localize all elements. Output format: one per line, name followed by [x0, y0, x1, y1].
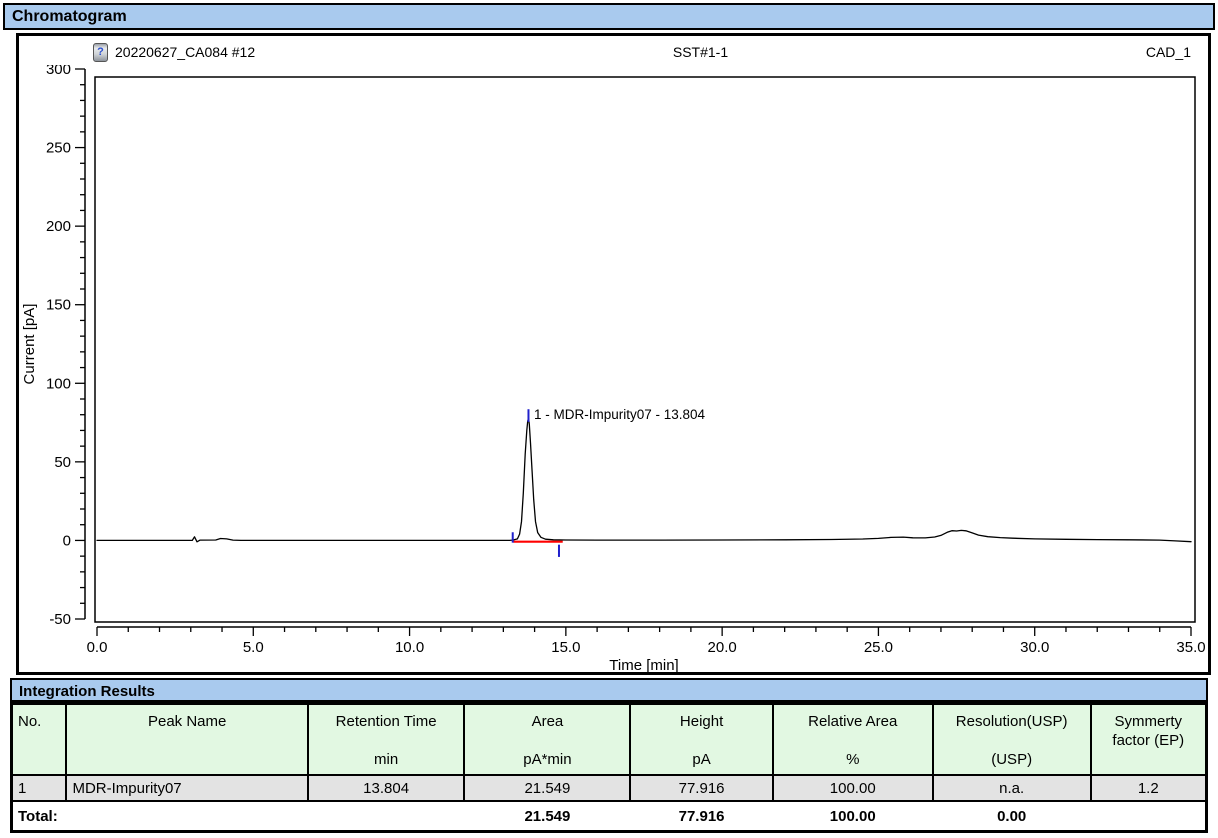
injection-run-name: 20220627_CA084 #12 — [115, 44, 256, 60]
y-tick-label: 150 — [46, 297, 71, 314]
y-tick-label: 100 — [46, 375, 71, 392]
cell-relative-area: 100.00 — [771, 774, 934, 802]
x-tick-label: 20.0 — [708, 639, 737, 656]
peak-annotation-label: 1 - MDR-Impurity07 - 13.804 — [534, 407, 706, 422]
total-resolution-usp: 0.00 — [932, 800, 1091, 832]
y-axis-title: Current [pA] — [21, 304, 38, 385]
y-tick-label: 50 — [54, 454, 71, 471]
col-header-resolution-usp: Resolution(USP) (USP) — [931, 702, 1092, 776]
col-header-relative-area: Relative Area % — [771, 702, 934, 776]
y-tick-label: 300 — [46, 65, 71, 78]
cell-retention-time: 13.804 — [306, 774, 466, 802]
x-tick-label: 0.0 — [87, 639, 108, 656]
x-tick-label: 35.0 — [1176, 639, 1205, 656]
x-axis-title: Time [min] — [609, 657, 678, 673]
injection-vial-icon: ? — [93, 42, 108, 62]
col-header-no: No. — [10, 702, 68, 776]
chromatogram-section-title: Chromatogram — [12, 8, 127, 25]
x-tick-label: 10.0 — [395, 639, 424, 656]
chromatogram-panel: ? 20220627_CA084 #12 SST#1-1 CAD_1 -50 0 5… — [16, 33, 1211, 675]
sample-name-label: SST#1-1 — [672, 44, 729, 60]
col-header-retention-time: Retention Time min — [306, 702, 466, 776]
chromatogram-section-bar: Chromatogram — [3, 3, 1215, 30]
integration-results-table: No. Peak Name Retention Time min Area pA… — [10, 702, 1208, 833]
cell-symmetry-factor: 1.2 — [1089, 774, 1208, 802]
cell-resolution-usp: n.a. — [931, 774, 1092, 802]
chromatogram-header: ? 20220627_CA084 #12 SST#1-1 CAD_1 — [19, 36, 1208, 65]
x-tick-label: 15.0 — [551, 639, 580, 656]
peak-result-row: 1 MDR-Impurity07 13.804 21.549 77.916 10… — [10, 774, 1208, 802]
integration-results-title: Integration Results — [19, 683, 155, 700]
total-relative-area: 100.00 — [772, 800, 933, 832]
cell-area: 21.549 — [463, 774, 632, 802]
y-tick-label: -50 — [49, 611, 71, 628]
x-tick-label: 30.0 — [1020, 639, 1049, 656]
col-header-peak-name: Peak Name — [65, 702, 309, 776]
col-header-height: Height pA — [629, 702, 774, 776]
total-row: Total: 21.549 77.916 100.00 0.00 — [11, 800, 1207, 832]
y-tick-label: 0 — [63, 532, 71, 549]
col-header-symmetry-factor: Symmerty factor (EP) — [1089, 702, 1208, 776]
total-area: 21.549 — [464, 800, 631, 832]
chromatogram-plot[interactable]: -50 0 50 100 150 200 250 300 0.0 5.0 10.0 15.0 20.0 2… — [19, 65, 1208, 673]
total-label: Total: — [11, 800, 465, 832]
x-tick-label: 5.0 — [243, 639, 264, 656]
cell-no: 1 — [10, 774, 68, 802]
chromatogram-trace — [96, 417, 1192, 543]
cell-peak-name: MDR-Impurity07 — [65, 774, 309, 802]
integration-results-section-bar: Integration Results — [10, 678, 1208, 702]
detector-channel-label: CAD_1 — [1145, 44, 1191, 60]
y-tick-label: 200 — [46, 218, 71, 235]
col-header-area: Area pA*min — [463, 702, 632, 776]
injection-info: ? 20220627_CA084 #12 — [93, 42, 256, 62]
table-header-row: No. Peak Name Retention Time min Area pA… — [10, 702, 1208, 776]
x-tick-label: 25.0 — [864, 639, 893, 656]
total-height: 77.916 — [630, 800, 773, 832]
total-symmetry-factor — [1090, 800, 1207, 832]
plot-frame — [94, 76, 1196, 623]
cell-height: 77.916 — [629, 774, 774, 802]
y-tick-label: 250 — [46, 140, 71, 157]
